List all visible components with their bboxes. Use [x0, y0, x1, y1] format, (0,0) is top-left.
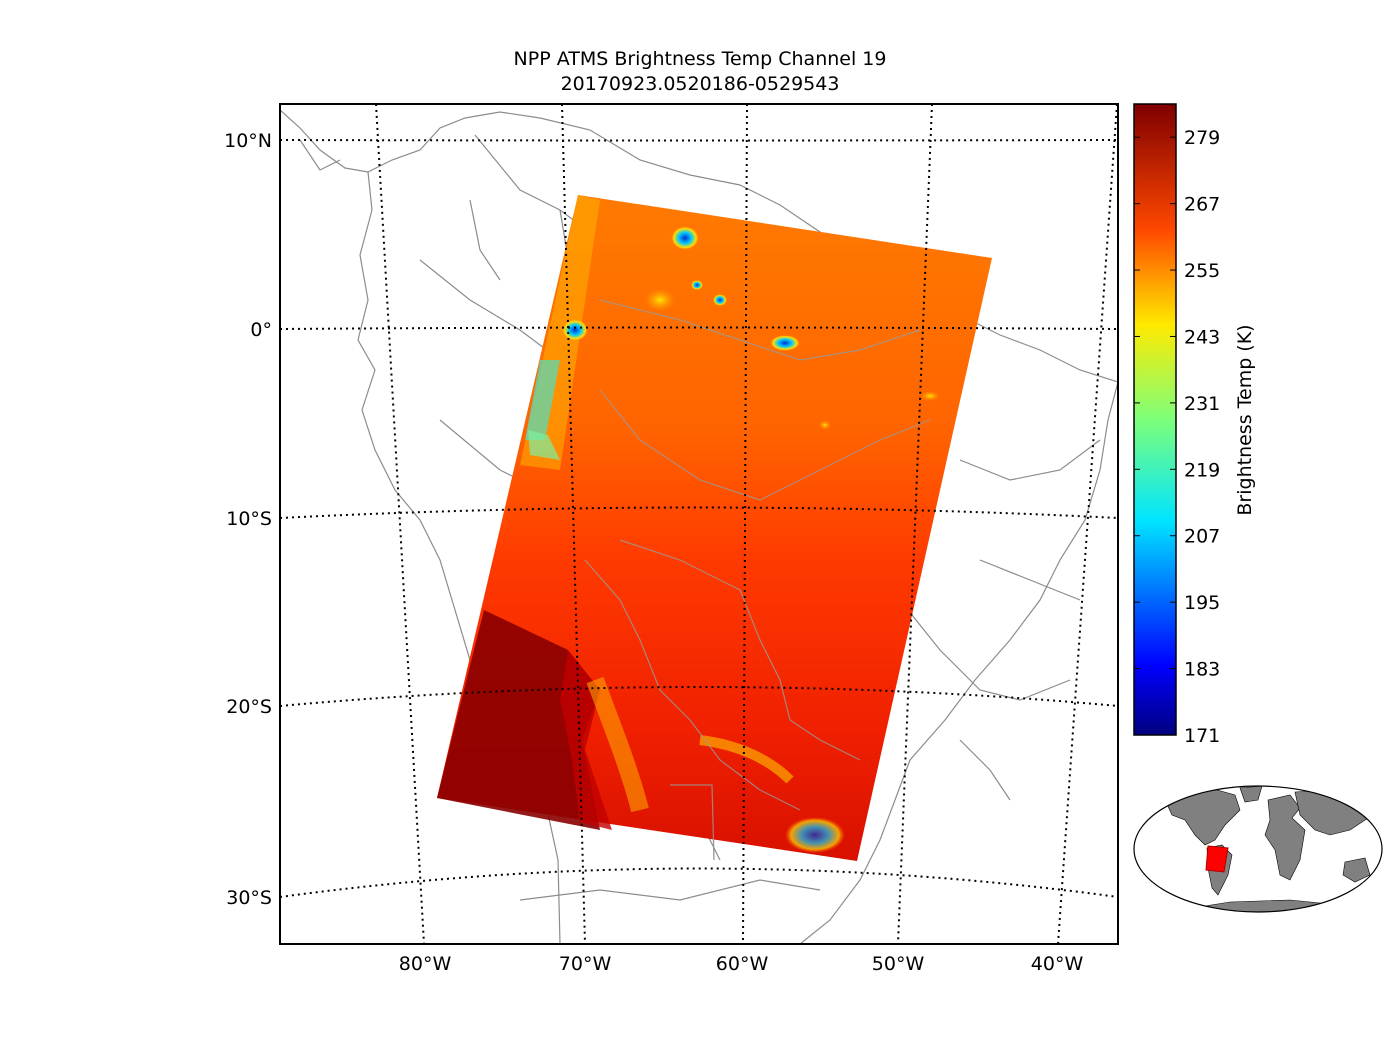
colorbar-tick-label: 243: [1184, 326, 1220, 348]
lon-label: 60°W: [716, 953, 769, 975]
lon-label: 70°W: [559, 953, 612, 975]
map-frame: [279, 103, 1119, 945]
borders-over-swath: [584, 299, 931, 861]
lat-label: 30°S: [226, 887, 272, 909]
brightness-temp-swath: [437, 195, 992, 861]
colorbar-tick-label: 219: [1184, 459, 1220, 481]
colorbar: 279 267 255 243 231 219 207 195 183 171 Brightnes…: [1133, 103, 1256, 747]
latitude-labels: 10°N 0° 10°S 20°S 30°S: [224, 130, 272, 909]
inset-swath-highlight: [1205, 845, 1229, 873]
colorbar-gradient: [1134, 104, 1176, 735]
map-panel: [280, 104, 1118, 944]
colorbar-tick-label: 207: [1184, 526, 1220, 548]
map-subtitle: 20170923.0520186-0529543: [560, 73, 840, 95]
longitude-labels: 80°W 70°W 60°W 50°W 40°W: [399, 953, 1084, 975]
lat-label: 0°: [250, 319, 272, 341]
lon-label: 80°W: [399, 953, 452, 975]
colorbar-label: Brightness Temp (K): [1234, 324, 1256, 515]
colorbar-tick-label: 231: [1184, 393, 1220, 415]
lat-label: 20°S: [226, 696, 272, 718]
colorbar-tick-label: 279: [1184, 127, 1220, 149]
lat-label: 10°S: [226, 508, 272, 530]
colorbar-tick-label: 195: [1184, 592, 1220, 614]
lon-label: 40°W: [1031, 953, 1084, 975]
colorbar-tick-label: 255: [1184, 260, 1220, 282]
inset-globe: [1133, 785, 1383, 913]
colorbar-tick-label: 171: [1184, 725, 1220, 747]
graticule: [280, 104, 1118, 944]
colorbar-tick-label: 267: [1184, 194, 1220, 216]
lon-label: 50°W: [872, 953, 925, 975]
colorbar-tick-label: 183: [1184, 659, 1220, 681]
map-title: NPP ATMS Brightness Temp Channel 19: [513, 48, 887, 70]
lat-label: 10°N: [224, 130, 272, 152]
